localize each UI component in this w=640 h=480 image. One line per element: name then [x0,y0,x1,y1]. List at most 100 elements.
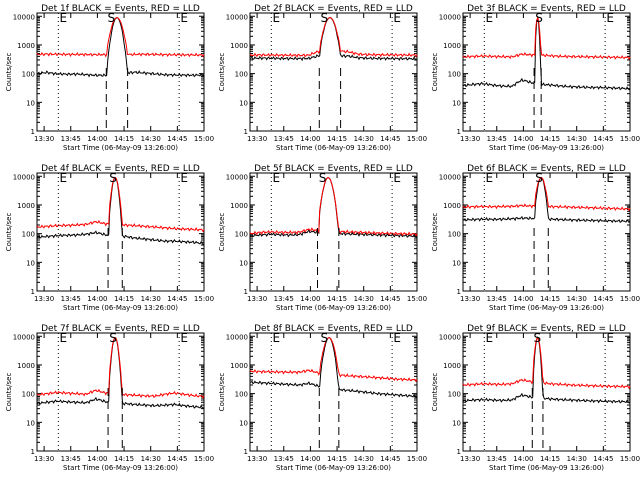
y-tick-label: 1 [244,288,248,296]
y-tick-label: 10000 [439,333,461,341]
y-tick-label: 100 [448,391,461,399]
x-tick-label: 14:15 [540,295,560,303]
x-axis-label: Start Time (06-May-09 13:26:00) [276,304,391,312]
x-tick-label: 14:45 [380,135,400,143]
series-line-lld [36,17,205,58]
x-tick-label: 13:30 [460,455,480,463]
plot-frame [36,332,205,452]
x-axis-label: Start Time (06-May-09 13:26:00) [63,304,178,312]
plot-frame [462,332,631,452]
x-tick-label: 14:15 [327,455,347,463]
event-marker-label: S [109,171,117,185]
x-tick-label: 14:30 [141,135,161,143]
event-marker-label: E [393,331,401,345]
x-tick-label: 15:00 [407,455,427,463]
x-tick-label: 14:00 [300,295,320,303]
event-marker-label: E [486,331,494,345]
y-tick-label: 1 [457,128,461,136]
event-marker-label: E [60,331,68,345]
x-tick-label: 13:45 [61,295,81,303]
y-tick-label: 10 [452,419,461,427]
y-tick-label: 100 [235,71,248,79]
x-tick-label: 13:30 [247,455,267,463]
plot-frame [249,12,418,132]
x-tick-label: 14:15 [540,135,560,143]
x-tick-label: 13:30 [34,295,54,303]
y-axis-label: Counts/sec [431,213,439,252]
panel-det-4: Det 4f BLACK = Events, RED = LLD 1 10 100 10… [5,164,214,312]
x-tick-label: 14:30 [354,455,374,463]
panel-det-1: Det 1f BLACK = Events, RED = LLD 1 10 100 10… [5,4,214,152]
series-line-lld [462,16,631,61]
y-tick-label: 10000 [226,13,248,21]
x-tick-label: 13:45 [61,455,81,463]
y-tick-label: 1000 [230,42,248,50]
series-line-lld [462,177,631,212]
series-line-lld [249,177,418,237]
y-tick-label: 1000 [230,362,248,370]
x-tick-label: 14:45 [593,455,613,463]
event-marker-label: S [109,331,117,345]
y-tick-label: 10 [452,259,461,267]
event-marker-label: E [486,11,494,25]
y-tick-label: 10000 [226,173,248,181]
x-tick-label: 13:30 [460,135,480,143]
x-axis-label: Start Time (06-May-09 13:26:00) [276,144,391,152]
y-tick-label: 1 [31,128,35,136]
event-marker-label: S [320,331,328,345]
event-marker-label: E [273,11,281,25]
event-marker-label: E [606,171,614,185]
event-marker-label: E [60,171,68,185]
x-tick-label: 14:00 [87,455,107,463]
x-tick-label: 13:30 [460,295,480,303]
panel-title: Det 7f BLACK = Events, RED = LLD [41,324,200,334]
panel-det-2: Det 2f BLACK = Events, RED = LLD 1 10 100 10… [218,4,427,152]
x-tick-label: 13:30 [34,455,54,463]
x-tick-label: 13:45 [274,135,294,143]
event-marker-label: S [319,171,327,185]
y-tick-label: 10000 [439,13,461,21]
y-tick-label: 100 [22,231,35,239]
x-tick-label: 14:00 [87,135,107,143]
y-tick-label: 10 [239,259,248,267]
plot-frame [249,172,418,292]
event-marker-label: S [535,171,543,185]
x-tick-label: 14:30 [567,455,587,463]
y-tick-label: 1 [457,448,461,456]
x-tick-label: 14:15 [114,455,134,463]
plot-frame [462,172,631,292]
event-marker-label: E [60,11,68,25]
x-tick-label: 14:15 [114,135,134,143]
x-tick-label: 15:00 [620,295,640,303]
y-tick-label: 1000 [443,362,461,370]
series-line-lld [249,17,418,58]
panel-title: Det 5f BLACK = Events, RED = LLD [254,164,413,174]
x-tick-label: 14:45 [380,455,400,463]
x-tick-label: 14:15 [540,455,560,463]
event-marker-label: E [393,171,401,185]
y-tick-label: 10 [239,99,248,107]
panel-title: Det 3f BLACK = Events, RED = LLD [467,4,626,14]
x-tick-label: 13:45 [274,295,294,303]
y-axis-label: Counts/sec [218,53,226,92]
y-tick-label: 1000 [17,42,35,50]
event-marker-label: E [180,171,188,185]
plot-frame [36,12,205,132]
panel-title: Det 1f BLACK = Events, RED = LLD [41,4,200,14]
event-marker-label: S [533,331,541,345]
y-tick-label: 1000 [17,202,35,210]
y-tick-label: 1 [457,288,461,296]
event-marker-label: E [606,11,614,25]
x-tick-label: 13:30 [34,135,54,143]
x-tick-label: 13:45 [487,295,507,303]
y-tick-label: 10000 [13,173,35,181]
y-tick-label: 1000 [230,202,248,210]
event-marker-label: E [486,171,494,185]
y-tick-label: 100 [235,231,248,239]
x-tick-label: 14:30 [354,295,374,303]
x-tick-label: 14:00 [300,455,320,463]
plot-frame [249,332,418,452]
x-tick-label: 15:00 [407,295,427,303]
series-line-events [249,177,418,238]
x-axis-label: Start Time (06-May-09 13:26:00) [276,464,391,472]
